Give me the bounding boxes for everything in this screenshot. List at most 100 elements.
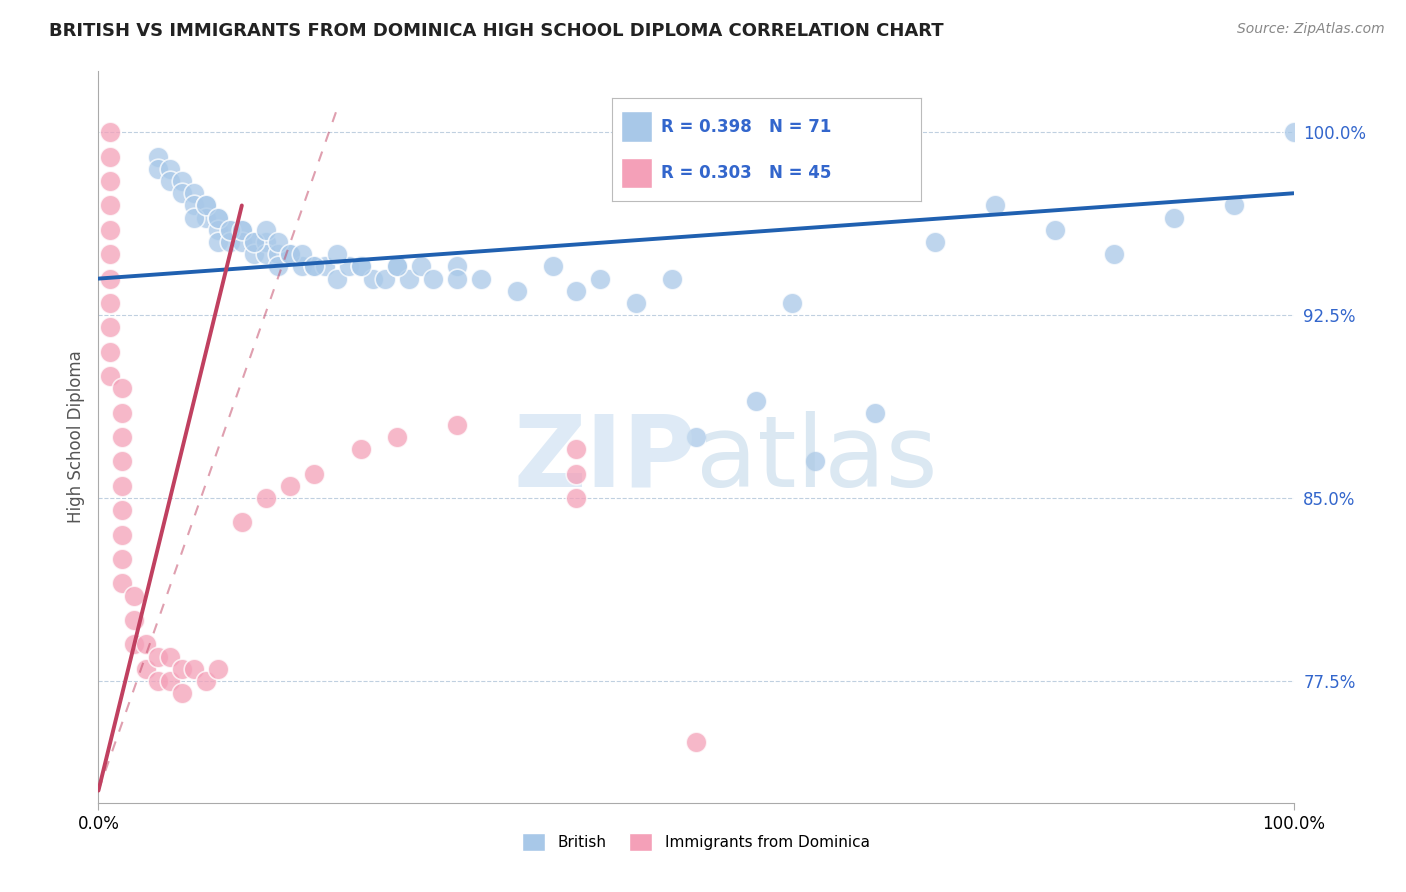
Point (267, 260, 290, 274)
Point (446, 271, 468, 285)
Point (326, 247, 349, 261)
Point (661, 271, 683, 285)
Point (267, 247, 290, 261)
Bar (621, 112, 652, 142)
Point (207, 211, 229, 225)
Point (254, 235, 277, 249)
Point (159, 174, 181, 188)
Point (219, 235, 242, 249)
Point (148, 673, 170, 688)
Point (135, 662, 157, 676)
Legend: British, Immigrants from Dominica: British, Immigrants from Dominica (516, 827, 876, 857)
Point (195, 211, 218, 225)
Point (98, 320, 122, 334)
Point (243, 235, 266, 249)
Point (172, 174, 194, 188)
Point (135, 637, 157, 651)
Point (984, 198, 1007, 212)
Point (172, 662, 194, 676)
Point (195, 198, 218, 212)
Point (183, 662, 205, 676)
Point (924, 235, 946, 249)
Point (219, 223, 242, 237)
Point (780, 296, 803, 310)
Point (804, 454, 827, 468)
Point (124, 589, 146, 603)
Point (302, 260, 325, 274)
Point (350, 442, 373, 457)
Point (589, 271, 612, 285)
Point (98, 223, 122, 237)
Point (207, 223, 229, 237)
Point (159, 649, 181, 664)
Point (111, 430, 134, 444)
Point (172, 686, 194, 700)
Point (148, 150, 170, 164)
Point (470, 271, 492, 285)
Point (1223, 198, 1246, 212)
Text: ZIP: ZIP (513, 410, 696, 508)
Text: atlas: atlas (696, 410, 938, 508)
Point (124, 613, 146, 627)
Point (183, 198, 205, 212)
Point (98, 271, 122, 285)
Point (183, 211, 205, 225)
Point (541, 260, 564, 274)
Point (195, 673, 218, 688)
Point (411, 260, 433, 274)
Point (422, 271, 444, 285)
Point (231, 223, 253, 237)
Point (148, 649, 170, 664)
Point (565, 284, 588, 298)
Point (385, 260, 409, 274)
Point (111, 503, 134, 517)
Point (111, 381, 134, 395)
Point (148, 161, 170, 176)
Point (278, 247, 301, 261)
Bar (621, 158, 652, 188)
Point (1282, 125, 1305, 139)
Point (172, 186, 194, 201)
Point (111, 454, 134, 468)
Point (446, 417, 468, 432)
Point (231, 235, 253, 249)
Text: R = 0.398   N = 71: R = 0.398 N = 71 (661, 118, 831, 136)
Point (350, 260, 373, 274)
Point (626, 296, 648, 310)
Point (1043, 223, 1066, 237)
Point (302, 467, 325, 481)
Point (124, 637, 146, 651)
Point (291, 260, 314, 274)
Point (385, 260, 409, 274)
Point (374, 271, 396, 285)
Point (565, 442, 588, 457)
Point (98, 296, 122, 310)
Point (446, 260, 468, 274)
Point (98, 198, 122, 212)
Point (350, 260, 373, 274)
Point (685, 430, 707, 444)
Point (339, 260, 361, 274)
Point (98, 344, 122, 359)
Point (254, 491, 277, 505)
Point (326, 271, 349, 285)
Point (506, 284, 529, 298)
Text: R = 0.303   N = 45: R = 0.303 N = 45 (661, 164, 831, 182)
Point (865, 406, 887, 420)
Point (385, 430, 409, 444)
Point (278, 479, 301, 493)
Point (1163, 211, 1185, 225)
Point (231, 223, 253, 237)
Point (315, 260, 337, 274)
Point (243, 247, 266, 261)
Point (159, 161, 181, 176)
Text: BRITISH VS IMMIGRANTS FROM DOMINICA HIGH SCHOOL DIPLOMA CORRELATION CHART: BRITISH VS IMMIGRANTS FROM DOMINICA HIGH… (49, 22, 943, 40)
Point (159, 673, 181, 688)
Point (291, 247, 314, 261)
Point (111, 527, 134, 541)
Point (231, 516, 253, 530)
Point (195, 198, 218, 212)
Point (111, 406, 134, 420)
Point (254, 223, 277, 237)
Point (267, 235, 290, 249)
